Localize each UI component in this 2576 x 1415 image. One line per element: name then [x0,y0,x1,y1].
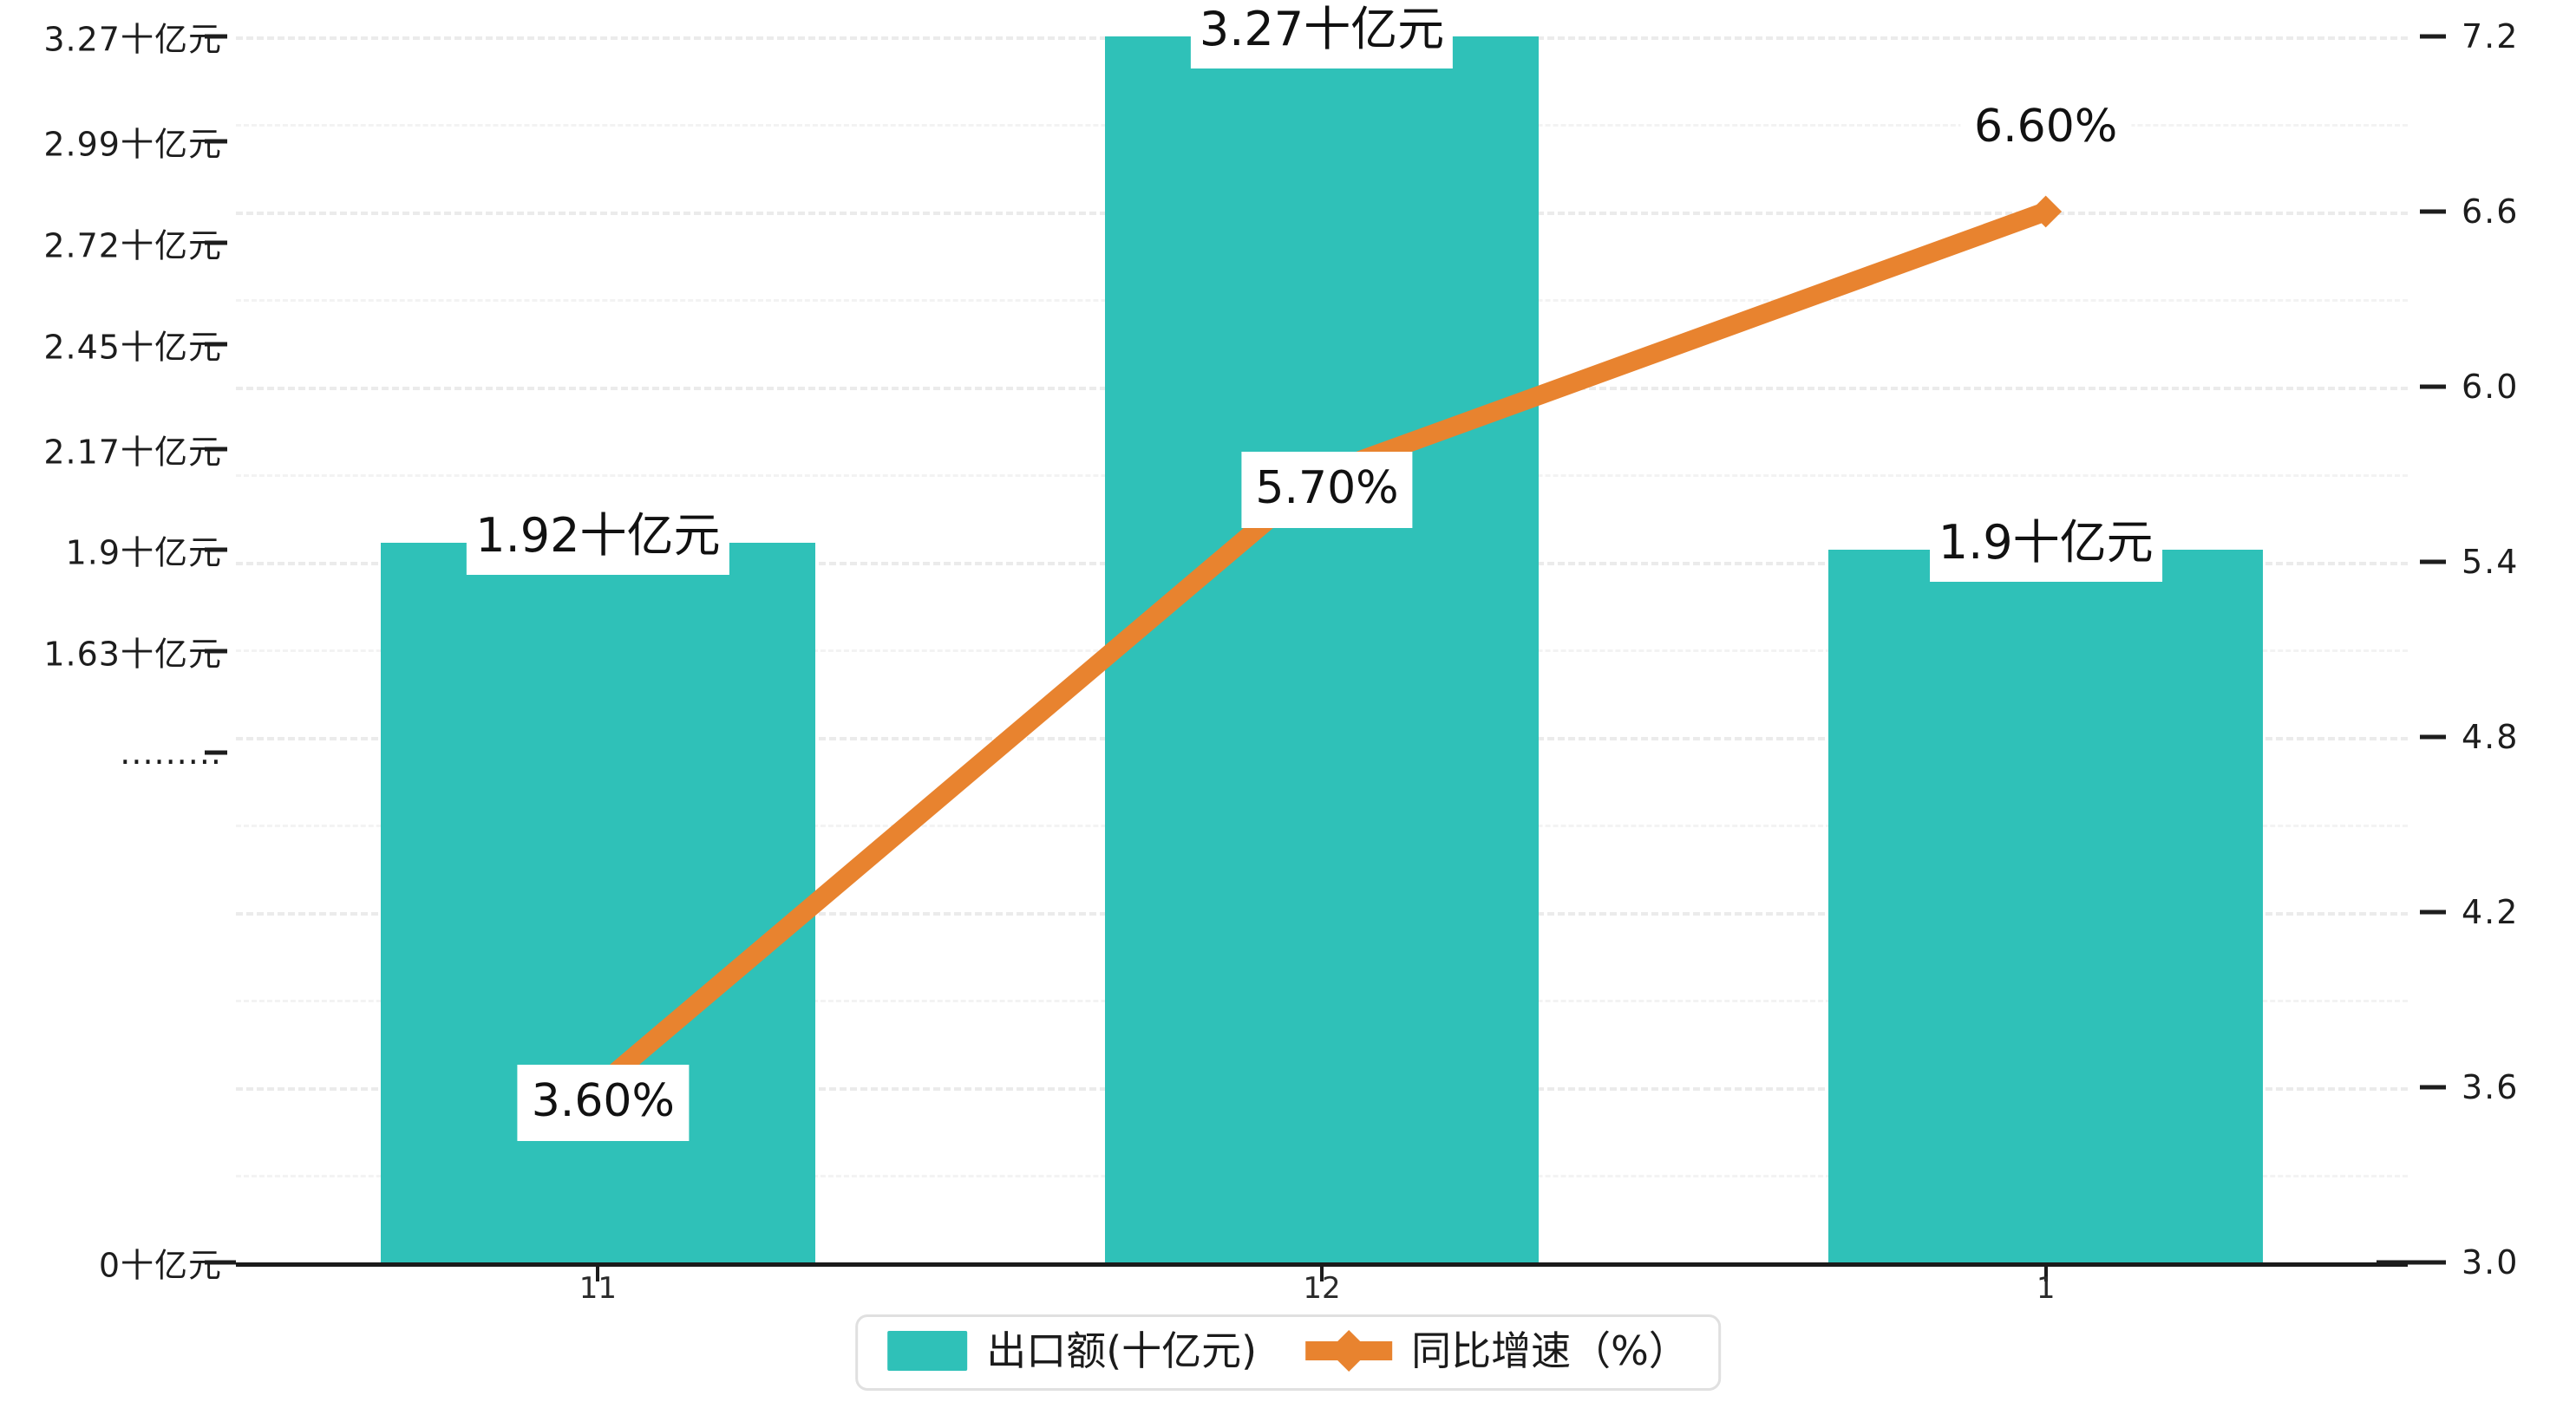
y-axis-left-tick [205,240,227,245]
legend-item-bar[interactable]: 出口额(十亿元) [887,1331,1257,1371]
x-axis-tick-label: 1 [2036,1271,2056,1306]
trend-line [588,202,2056,1097]
y-axis-left-tick-label: 1.63十亿元 [43,635,222,674]
x-axis-tick [2043,1262,2048,1281]
bar[interactable] [1828,550,2264,1262]
bar-data-label: 1.9十亿元 [1929,507,2162,583]
y-axis-left-tick [205,649,227,654]
y-axis-right-tick-label: 4.8 [2462,718,2520,756]
chart-legend[interactable]: 出口额(十亿元) 同比增速（%） [855,1314,1721,1391]
line-marker[interactable] [2030,195,2063,228]
y-axis-left-tick [205,34,227,39]
y-axis-left-tick-label: 0十亿元 [98,1246,222,1285]
y-axis-right-tick [2420,34,2446,39]
y-axis-left-tick-label: 3.27十亿元 [43,20,222,59]
legend-bar-swatch-icon [887,1331,968,1371]
y-axis-right-tick-label: 4.2 [2462,893,2520,931]
x-axis-tick-label: 12 [1303,1271,1341,1306]
y-axis-right-tick-label: 3.6 [2462,1068,2520,1106]
y-axis-right-tick-label: 6.0 [2462,368,2520,406]
y-axis-left-tick-label: 1.9十亿元 [65,533,222,572]
y-axis-left-tick [205,447,227,452]
y-axis-left-tick-label: 2.45十亿元 [43,328,222,367]
y-axis-left-tick [205,1260,236,1265]
y-axis-right-tick-label: 5.4 [2462,543,2520,581]
y-axis-right-tick-label: 3.0 [2462,1243,2520,1281]
y-axis-right-tick [2420,559,2446,564]
x-axis-tick [596,1262,600,1281]
legend-item-line[interactable]: 同比增速（%） [1305,1327,1689,1374]
legend-item-label: 同比增速（%） [1411,1327,1689,1374]
bar-data-label: 3.27十亿元 [1190,0,1454,68]
x-axis-tick-label: 11 [579,1271,617,1306]
line-data-label: 6.60% [1960,90,2132,166]
bar-data-label: 1.92十亿元 [467,499,729,575]
plot-area: 1.92十亿元 3.27十亿元 1.9十亿元 3.60% 5.70% 6.60% [236,0,2408,1281]
y-axis-right-tick-label: 6.6 [2462,192,2520,231]
bar[interactable] [380,542,815,1262]
x-axis-tick [1320,1262,1324,1281]
line-data-label: 5.70% [1241,452,1413,528]
line-data-label: 3.60% [517,1065,689,1141]
y-axis-right-tick [2420,734,2446,740]
y-axis-left-tick-label: 2.17十亿元 [43,433,222,472]
legend-line-diamond-icon [1305,1329,1393,1373]
y-axis-left-tick [205,547,227,552]
y-axis-right-tick [2420,910,2446,915]
y-axis-right-tick [2420,209,2446,214]
y-axis-left-tick-label: 2.72十亿元 [43,226,222,265]
y-axis-right-tick [2420,384,2446,389]
bar[interactable] [1104,36,1540,1262]
y-axis-left-tick [205,750,227,755]
y-axis-right-tick-label: 7.2 [2462,17,2520,55]
y-axis-left-tick [205,342,227,347]
y-axis-left-tick [205,139,227,144]
y-axis-left-tick-label: ......... [120,733,222,772]
y-axis-right-tick [2420,1085,2446,1090]
y-axis-right-tick [2377,1260,2446,1265]
y-axis-left-tick-label: 2.99十亿元 [43,125,222,164]
legend-item-label: 出口额(十亿元) [986,1327,1258,1374]
